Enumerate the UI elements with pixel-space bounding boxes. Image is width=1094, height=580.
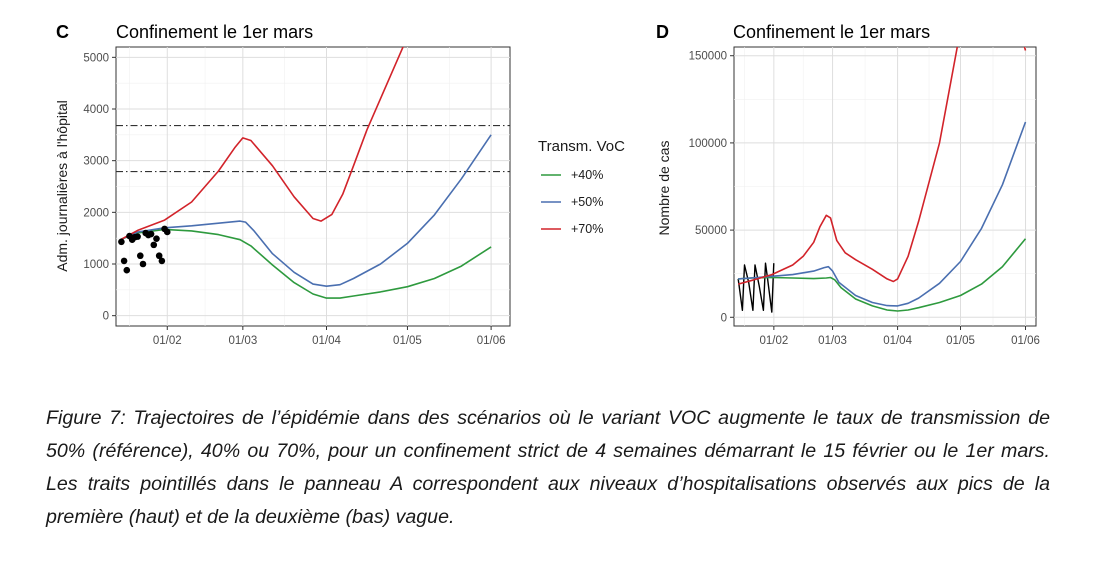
legend-entry: +70% — [541, 222, 603, 236]
series-line-plus50pct — [738, 121, 1027, 307]
figure: C Confinement le 1er mars 0 1000 2000 3000 4… — [54, 22, 1040, 347]
x-tick-label: 01/03 — [228, 335, 257, 347]
observed-point — [147, 230, 155, 238]
observed-point — [136, 252, 144, 260]
y-tick-label: 1000 — [83, 259, 109, 271]
legend-label: +50% — [571, 195, 603, 209]
observed-point — [153, 235, 160, 242]
series-line-plus40pct — [121, 228, 492, 299]
panel-d-y-ticks: 0 50000 100000 150000 — [689, 51, 734, 324]
x-tick-label: 01/04 — [312, 335, 341, 347]
observed-point — [139, 260, 147, 268]
x-tick-label: 01/02 — [153, 335, 182, 347]
series-line-plus70pct — [121, 47, 404, 240]
y-tick-label: 0 — [103, 311, 109, 323]
x-tick-label: 01/06 — [477, 335, 506, 347]
observed-point — [123, 266, 131, 274]
panel-c-y-axis-label: Adm. journalières à l'hôpital — [54, 100, 70, 272]
y-tick-label: 4000 — [83, 104, 109, 116]
legend-label: +70% — [571, 222, 603, 236]
panel-c-observed-points — [118, 225, 171, 274]
y-tick-label: 100000 — [689, 138, 727, 150]
observed-point — [163, 228, 171, 236]
panel-d-letter: D — [656, 22, 669, 42]
panel-c-x-ticks: 01/02 01/03 01/04 01/05 01/06 — [153, 326, 506, 347]
panel-d-y-axis-label: Nombre de cas — [656, 141, 672, 236]
legend-label: +40% — [571, 168, 603, 182]
panel-c: C Confinement le 1er mars 0 1000 2000 3000 4… — [54, 22, 511, 347]
y-tick-label: 150000 — [689, 51, 727, 63]
panel-c-series — [121, 47, 492, 299]
legend: Transm. VoC +40% +50% +70% — [538, 138, 625, 236]
panel-d: D Confinement le 1er mars 0 50000 100000 15… — [656, 22, 1040, 347]
x-tick-label: 01/02 — [759, 335, 788, 347]
y-tick-label: 50000 — [695, 225, 727, 237]
panel-d-x-ticks: 01/02 01/03 01/04 01/05 01/06 — [759, 326, 1040, 347]
observed-point — [158, 257, 166, 265]
y-tick-label: 5000 — [83, 52, 109, 64]
panel-c-letter: C — [56, 22, 69, 42]
y-tick-label: 0 — [721, 312, 727, 324]
observed-point — [118, 238, 125, 246]
panel-c-y-ticks: 0 1000 2000 3000 4000 5000 — [83, 52, 116, 323]
panel-c-grid — [116, 47, 510, 326]
series-line-observed — [737, 262, 775, 313]
x-tick-label: 01/06 — [1011, 335, 1040, 347]
figure-caption: Figure 7: Trajectoires de l’épidémie dan… — [46, 407, 1050, 528]
series-line-plus40pct — [738, 238, 1027, 312]
observed-point — [155, 252, 163, 260]
x-tick-label: 01/03 — [818, 335, 847, 347]
panel-d-series — [737, 47, 1027, 313]
legend-entry: +50% — [541, 195, 603, 209]
legend-entries: +40% +50% +70% — [541, 168, 603, 236]
observed-point — [150, 241, 158, 249]
y-tick-label: 2000 — [83, 207, 109, 219]
observed-point — [120, 257, 128, 265]
observed-point — [134, 233, 141, 240]
x-tick-label: 01/04 — [883, 335, 912, 347]
panel-d-title: Confinement le 1er mars — [733, 22, 930, 42]
y-tick-label: 3000 — [83, 156, 109, 168]
legend-title: Transm. VoC — [538, 138, 625, 155]
series-line-plus70pct — [737, 47, 1027, 285]
series-line-plus50pct — [121, 134, 492, 288]
x-tick-label: 01/05 — [946, 335, 975, 347]
legend-entry: +40% — [541, 168, 603, 182]
panel-c-title: Confinement le 1er mars — [116, 22, 313, 42]
x-tick-label: 01/05 — [393, 335, 422, 347]
